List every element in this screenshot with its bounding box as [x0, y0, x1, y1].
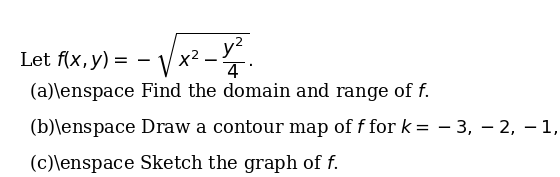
- Text: (c)\enspace Sketch the graph of $f$.: (c)\enspace Sketch the graph of $f$.: [30, 152, 339, 175]
- Text: (b)\enspace Draw a contour map of $f$ for $k = -3, -2, -1, 0, 1.$: (b)\enspace Draw a contour map of $f$ fo…: [30, 116, 560, 139]
- Text: Let $f(x, y) = -\sqrt{x^2 - \dfrac{y^2}{4}}.$: Let $f(x, y) = -\sqrt{x^2 - \dfrac{y^2}{…: [19, 30, 253, 81]
- Text: (a)\enspace Find the domain and range of $f$.: (a)\enspace Find the domain and range of…: [30, 80, 430, 103]
